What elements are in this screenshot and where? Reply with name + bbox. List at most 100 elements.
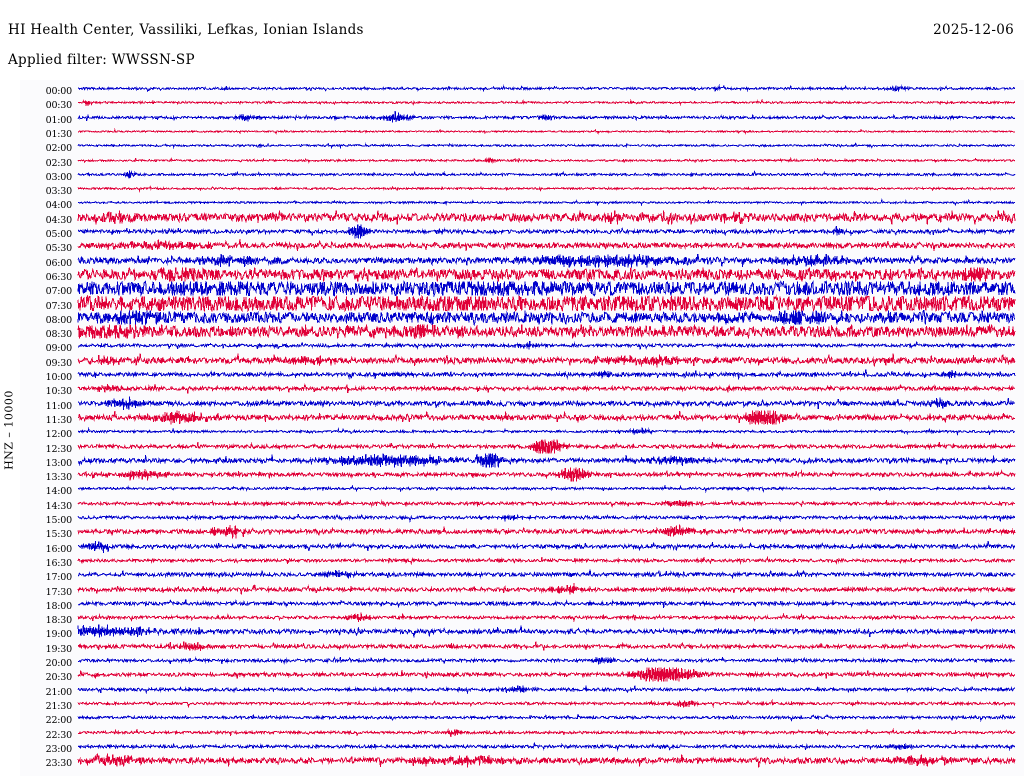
trace-waveform	[77, 610, 1016, 625]
trace-row: 12:30	[20, 438, 1024, 460]
trace-waveform	[77, 739, 1016, 754]
trace-waveform	[77, 181, 1016, 196]
trace-waveform	[77, 725, 1016, 740]
trace-time-label: 00:00	[45, 86, 73, 97]
trace-waveform	[77, 267, 1016, 283]
trace-waveform	[77, 510, 1016, 525]
trace-row: 14:30	[20, 498, 1024, 517]
trace-row: 19:00	[20, 624, 1024, 645]
trace-time-label: 19:30	[45, 643, 73, 655]
trace-time-label: 17:00	[45, 572, 73, 584]
trace-time-label: 22:00	[45, 715, 73, 727]
trace-row: 14:00	[20, 484, 1024, 502]
trace-waveform	[77, 367, 1016, 382]
trace-time-label: 01:00	[45, 114, 73, 126]
trace-row: 11:00	[20, 395, 1024, 417]
trace-waveform	[77, 153, 1016, 168]
trace-row: 10:00	[20, 369, 1024, 388]
trace-time-label: 00:30	[45, 100, 73, 112]
trace-waveform	[77, 353, 1016, 368]
trace-waveform	[77, 696, 1016, 711]
trace-row: 20:00	[20, 656, 1024, 674]
trace-waveform	[77, 667, 1016, 682]
trace-time-label: 02:30	[45, 157, 73, 169]
trace-row: 01:30	[20, 127, 1024, 145]
trace-waveform	[77, 524, 1016, 539]
trace-waveform	[77, 453, 1016, 468]
trace-time-label: 12:30	[45, 443, 73, 455]
trace-waveform	[77, 238, 1016, 253]
trace-row: 10:30	[20, 383, 1024, 402]
trace-waveform	[77, 209, 1016, 225]
trace-row: 01:00	[20, 110, 1024, 131]
applied-filter-label: Applied filter: WWSSN-SP	[8, 52, 195, 68]
trace-time-label: 14:30	[45, 500, 73, 512]
trace-row: 16:00	[20, 540, 1024, 560]
trace-time-label: 04:30	[45, 214, 73, 226]
trace-time-label: 23:00	[45, 743, 73, 755]
trace-row: 13:30	[20, 467, 1024, 488]
trace-time-label: 17:30	[45, 586, 73, 598]
trace-row: 16:30	[20, 555, 1024, 574]
trace-time-label: 09:30	[45, 357, 73, 369]
trace-row: 17:00	[20, 569, 1024, 588]
trace-time-label: 21:00	[45, 686, 73, 698]
trace-time-label: 19:00	[45, 629, 73, 641]
trace-row: 12:00	[20, 427, 1024, 445]
trace-time-label: 04:00	[45, 200, 73, 212]
trace-time-label: 20:00	[45, 658, 73, 669]
trace-time-label: 03:00	[45, 171, 73, 183]
trace-row: 03:30	[20, 185, 1024, 202]
trace-waveform	[77, 395, 1016, 411]
trace-waveform	[77, 682, 1016, 697]
trace-row: 13:00	[20, 453, 1024, 474]
trace-waveform	[77, 195, 1016, 210]
trace-waveform	[77, 467, 1016, 482]
trace-waveform	[77, 438, 1016, 454]
trace-time-label: 14:00	[45, 486, 73, 498]
trace-row: 07:00	[20, 280, 1024, 302]
y-axis-label-text: HNZ – 10000	[2, 390, 16, 470]
trace-time-label: 03:30	[45, 186, 73, 198]
trace-row: 15:00	[20, 513, 1024, 531]
trace-time-label: 09:00	[45, 343, 73, 355]
trace-row: 05:00	[20, 224, 1024, 245]
trace-waveform	[77, 639, 1016, 654]
trace-time-label: 23:30	[45, 758, 73, 770]
trace-time-label: 08:30	[45, 329, 73, 341]
trace-waveform	[77, 624, 1016, 639]
trace-row: 04:30	[20, 209, 1024, 231]
trace-waveform	[77, 294, 1016, 313]
trace-waveform	[77, 95, 1016, 110]
trace-time-label: 21:30	[45, 700, 73, 712]
trace-waveform	[77, 496, 1016, 511]
trace-row: 20:30	[20, 667, 1024, 688]
trace-time-label: 02:00	[45, 143, 73, 155]
trace-waveform	[77, 110, 1016, 125]
trace-waveform	[77, 138, 1016, 153]
trace-waveform	[77, 567, 1016, 582]
helicorder-plot: 00:00 00:30 01:00 01:30 02:00 02:30 03:00 03:30…	[20, 80, 1024, 776]
date-label: 2025-12-06	[933, 22, 1014, 38]
trace-row: 06:30	[20, 267, 1024, 288]
trace-time-label: 11:30	[45, 414, 73, 426]
trace-row: 04:00	[20, 198, 1024, 216]
trace-time-label: 06:30	[45, 271, 73, 283]
trace-row: 05:30	[20, 239, 1024, 259]
trace-row: 23:00	[20, 742, 1024, 760]
trace-time-label: 18:00	[45, 600, 73, 612]
y-axis-label: HNZ – 10000	[0, 0, 18, 780]
trace-row: 09:30	[20, 353, 1024, 374]
trace-time-label: 10:30	[45, 386, 73, 398]
trace-time-label: 05:30	[45, 243, 73, 255]
trace-row: 02:30	[20, 156, 1024, 174]
trace-waveform	[77, 309, 1016, 327]
trace-row: 07:30	[20, 294, 1024, 317]
trace-waveform	[77, 124, 1016, 139]
trace-time-label: 05:00	[45, 229, 73, 240]
trace-row: 21:30	[20, 698, 1024, 717]
trace-waveform	[77, 338, 1016, 353]
trace-row: 09:00	[20, 341, 1024, 359]
trace-time-label: 11:00	[45, 400, 73, 412]
